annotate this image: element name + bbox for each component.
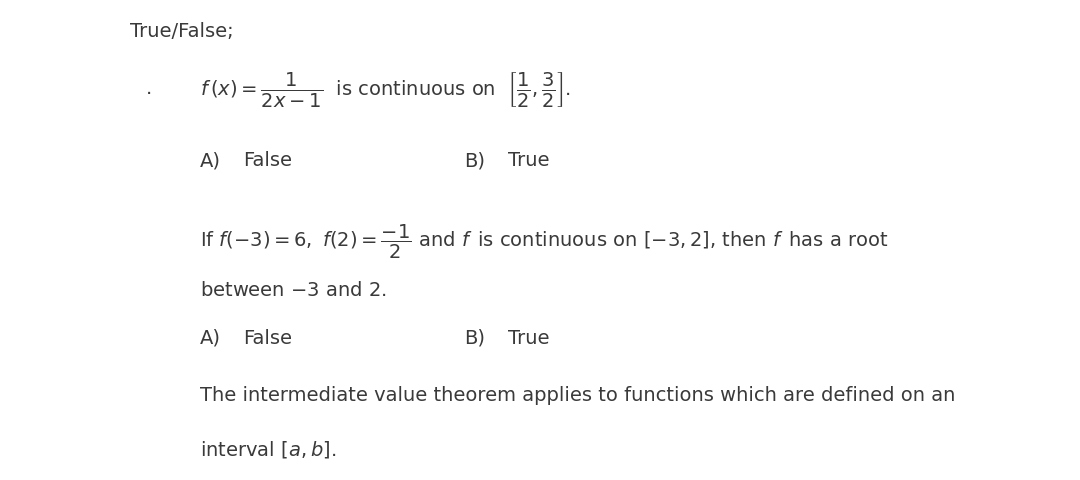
Text: True: True	[508, 151, 549, 170]
Text: B): B)	[464, 329, 485, 348]
Text: B): B)	[464, 151, 485, 170]
Text: True: True	[508, 329, 549, 348]
Text: $f\,(x)=\dfrac{1}{2x-1}$  is continuous on  $\left[\dfrac{1}{2},\dfrac{3}{2}\rig: $f\,(x)=\dfrac{1}{2x-1}$ is continuous o…	[200, 70, 570, 108]
Text: The intermediate value theorem applies to functions which are defined on an: The intermediate value theorem applies t…	[200, 386, 955, 406]
Text: A): A)	[200, 329, 220, 348]
Text: False: False	[243, 151, 292, 170]
Text: between $-3$ and $2$.: between $-3$ and $2$.	[200, 281, 387, 300]
Text: True/False;: True/False;	[130, 22, 233, 41]
Text: If $f(-3)=6,\ $$f(2)=\dfrac{-1}{2}$$ \ $and $f\,$ is continuous on $[-3,2]$, the: If $f(-3)=6,\ $$f(2)=\dfrac{-1}{2}$$ \ $…	[200, 223, 888, 261]
Text: interval $[a,b]$.: interval $[a,b]$.	[200, 439, 336, 460]
Text: A): A)	[200, 151, 220, 170]
Text: .: .	[146, 79, 152, 98]
Text: False: False	[243, 329, 292, 348]
